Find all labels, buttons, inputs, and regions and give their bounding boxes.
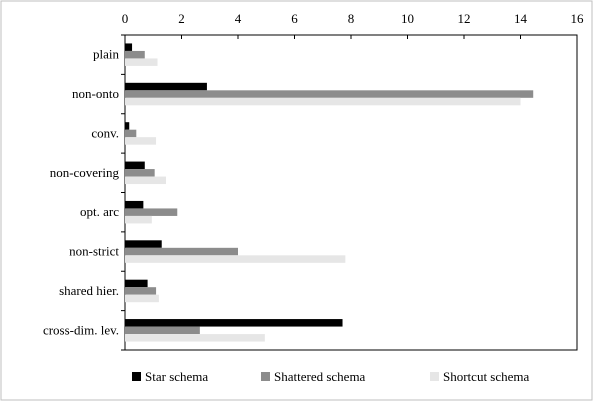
- bar-shattered-schema-non-strict: [125, 247, 238, 256]
- bar-star-schema-non-onto: [125, 82, 207, 91]
- bar-shattered-schema-non-onto: [125, 90, 534, 98]
- bar-shattered-schema-conv: [125, 129, 137, 138]
- x-axis-ticks: 0 2 4 6 8 10 12 14 16: [122, 11, 584, 39]
- category-label: plain: [93, 47, 119, 62]
- legend-swatch: [132, 372, 141, 381]
- bar-shattered-schema-plain: [125, 50, 145, 59]
- bar-star-schema-non-covering: [125, 161, 145, 170]
- x-tick-label: 8: [348, 11, 355, 26]
- bar-shortcut-schema-shared-hier: [125, 294, 159, 303]
- legend: Star schema Shattered schema Shortcut sche…: [132, 369, 530, 384]
- x-tick-label: 10: [401, 11, 414, 26]
- bar-star-schema-conv: [125, 122, 130, 130]
- x-tick-label: 0: [122, 11, 129, 26]
- bar-shortcut-schema-non-strict: [125, 255, 346, 263]
- x-tick-label: 4: [235, 11, 242, 26]
- legend-label: Shattered schema: [274, 369, 366, 384]
- bars: [125, 43, 534, 342]
- category-label: conv.: [91, 125, 119, 140]
- bar-shattered-schema-non-covering: [125, 169, 155, 177]
- category-label: opt. arc: [80, 204, 119, 219]
- bar-star-schema-plain: [125, 43, 133, 51]
- category-label: shared hier.: [59, 283, 119, 298]
- category-labels: plain non-onto conv. non-covering opt. arc no…: [43, 34, 125, 351]
- bar-shattered-schema-cross-dim-lev: [125, 326, 200, 335]
- legend-label: Star schema: [145, 369, 208, 384]
- legend-swatch: [430, 372, 439, 381]
- bar-star-schema-cross-dim-lev: [125, 319, 343, 327]
- category-label: cross-dim. lev.: [43, 322, 119, 337]
- x-tick-label: 14: [514, 11, 528, 26]
- bar-star-schema-shared-hier: [125, 279, 148, 288]
- bar-star-schema-non-strict: [125, 240, 162, 248]
- x-tick-label: 16: [571, 11, 585, 26]
- category-label: non-onto: [72, 86, 119, 101]
- bar-shortcut-schema-cross-dim-lev: [125, 334, 265, 342]
- x-tick-label: 12: [458, 11, 471, 26]
- x-tick-label: 6: [291, 11, 298, 26]
- bar-shortcut-schema-non-covering: [125, 176, 166, 185]
- bar-star-schema-opt-arc: [125, 200, 144, 209]
- category-label: non-strict: [69, 244, 119, 259]
- bar-shortcut-schema-non-onto: [125, 97, 521, 106]
- bar-shattered-schema-opt-arc: [125, 208, 178, 216]
- category-label: non-covering: [50, 165, 120, 180]
- bar-shortcut-schema-plain: [125, 58, 158, 66]
- bar-shattered-schema-shared-hier: [125, 287, 157, 295]
- bar-shortcut-schema-opt-arc: [125, 215, 152, 224]
- bar-shortcut-schema-conv: [125, 137, 157, 145]
- x-tick-label: 2: [178, 11, 185, 26]
- legend-label: Shortcut schema: [443, 369, 530, 384]
- legend-swatch: [261, 372, 270, 381]
